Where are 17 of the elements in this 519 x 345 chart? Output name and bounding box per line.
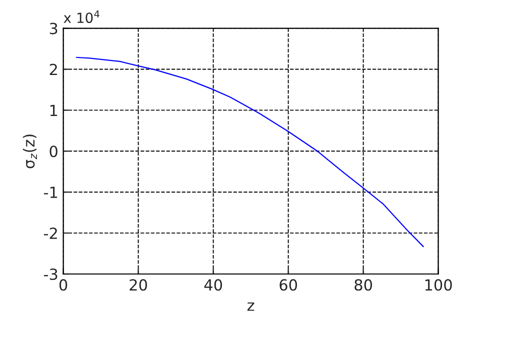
x-tick-label: 80 [354,279,372,291]
x-tick-label: 0 [59,279,68,291]
y-tick-label: 2 [50,64,57,76]
y-tick-label: 0 [50,146,58,158]
x-tick-label: 40 [204,279,222,291]
y-axis-title: σ$_{z}$(z) [22,134,37,168]
x-tick-label: 60 [280,279,298,291]
x-tick-label: 100 [425,279,452,291]
y-tick-label: -2 [44,228,57,239]
x-axis-title: z [247,302,254,311]
x-tick-label: 20 [130,279,148,291]
y-tick-label: -1 [44,186,58,198]
y-tick-label: 1 [50,104,58,116]
y-tick-label: 3 [50,22,58,34]
line-series [76,56,424,248]
y-tick-label: -3 [44,268,58,280]
text: x 10$^{4}$ [64,10,100,24]
